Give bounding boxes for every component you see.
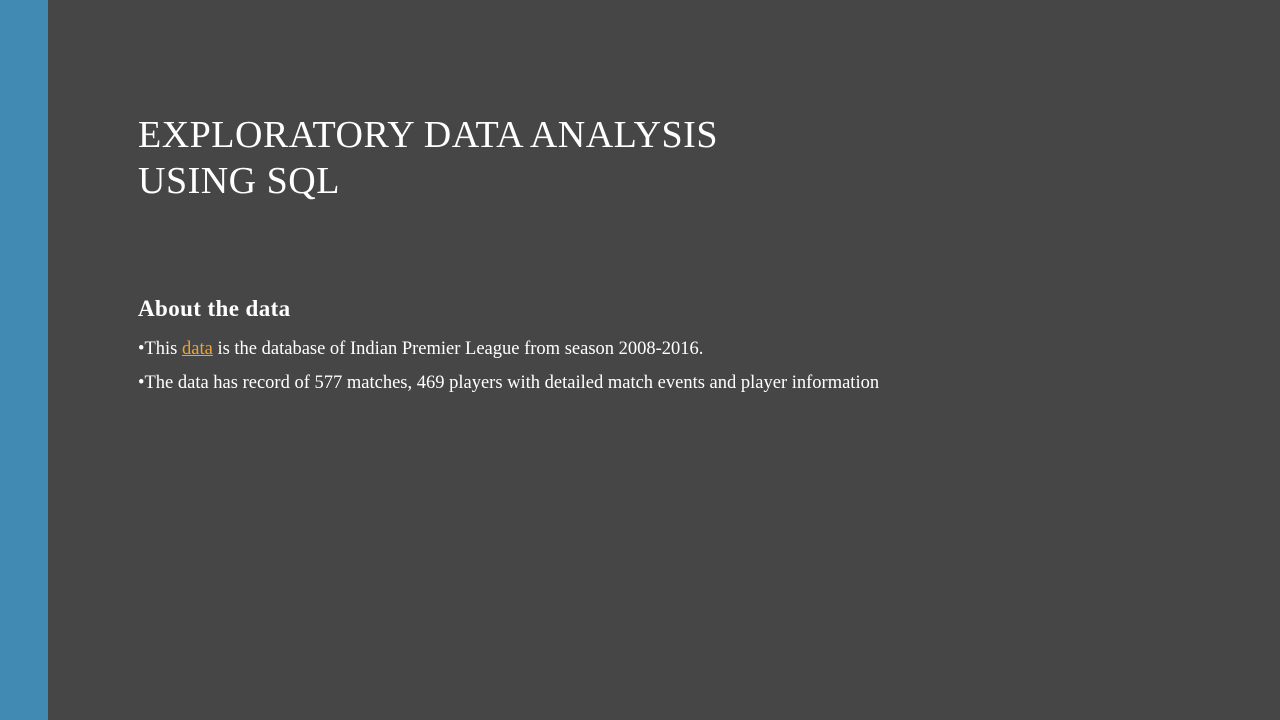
title-line-1: EXPLORATORY DATA ANALYSIS: [138, 114, 718, 156]
data-link[interactable]: data: [182, 339, 213, 359]
about-heading: About the data: [138, 296, 291, 321]
slide-title: EXPLORATORY DATA ANALYSIS USING SQL: [138, 112, 898, 204]
bullet-item-1: •This data is the database of Indian Pre…: [138, 332, 928, 366]
bullet-item-2: •The data has record of 577 matches, 469…: [138, 373, 880, 393]
bullet-1-suffix: is the database of Indian Premier League…: [212, 339, 704, 359]
content-body: About the data •This data is the databas…: [138, 292, 928, 400]
bullet-1-prefix: •This: [138, 339, 182, 359]
title-line-2: USING SQL: [138, 160, 340, 202]
accent-bar: [0, 0, 48, 720]
